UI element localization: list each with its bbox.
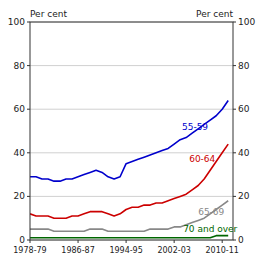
x-tick-label: 2010-11 (205, 246, 238, 255)
y-tick-label: 100 (8, 17, 25, 27)
y2-tick-label: 100 (238, 17, 255, 27)
y-tick-label: 40 (14, 148, 26, 158)
annotation: 55-59 (182, 122, 208, 132)
y2-tick-label: 60 (238, 104, 250, 114)
x-tick (126, 240, 127, 243)
y-tick-label: 0 (19, 235, 25, 245)
chart: 0 20 40 60 80 100 0 20 40 60 80 100 1978-79 1986-87 19… (0, 0, 263, 264)
x-tick (174, 240, 175, 243)
y-tick (27, 65, 30, 66)
y2-tick-label: 20 (238, 191, 250, 201)
y-tick (27, 196, 30, 197)
y-tick-label: 80 (14, 61, 26, 71)
x-tick-label: 1978-79 (13, 246, 46, 255)
y2-tick-label: 40 (238, 148, 250, 158)
x-tick (78, 240, 79, 243)
x-tick-label: 1994-95 (109, 246, 142, 255)
series-line (30, 236, 228, 238)
grid-line (30, 196, 233, 197)
y-tick (27, 109, 30, 110)
x-tick-label: 1986-87 (61, 246, 94, 255)
y2-axis-label: Per cent (196, 9, 233, 19)
x-tick-label: 2002-03 (157, 246, 190, 255)
grid-line (30, 152, 233, 153)
y2-tick (233, 22, 236, 23)
plot-frame (30, 22, 233, 240)
y2-tick (233, 152, 236, 153)
y-tick (27, 152, 30, 153)
y2-tick-label: 0 (238, 235, 244, 245)
series-line (30, 100, 228, 181)
y2-tick (233, 109, 236, 110)
grid-line (30, 109, 233, 110)
annotation: 70 and over (183, 224, 237, 234)
annotation: 60-64 (189, 154, 215, 164)
y-tick-label: 60 (14, 104, 26, 114)
lines (30, 100, 228, 237)
x-tick (30, 240, 31, 243)
y-tick-label: 20 (14, 191, 26, 201)
y-tick (27, 22, 30, 23)
annotation: 65-69 (198, 207, 224, 217)
y2-tick (233, 196, 236, 197)
y-axis-label: Per cent (30, 9, 67, 19)
x-tick (222, 240, 223, 243)
y2-tick-label: 80 (238, 61, 250, 71)
y2-tick (233, 65, 236, 66)
y2-tick (233, 240, 236, 241)
series-line (30, 144, 228, 218)
grid-line (30, 65, 233, 66)
